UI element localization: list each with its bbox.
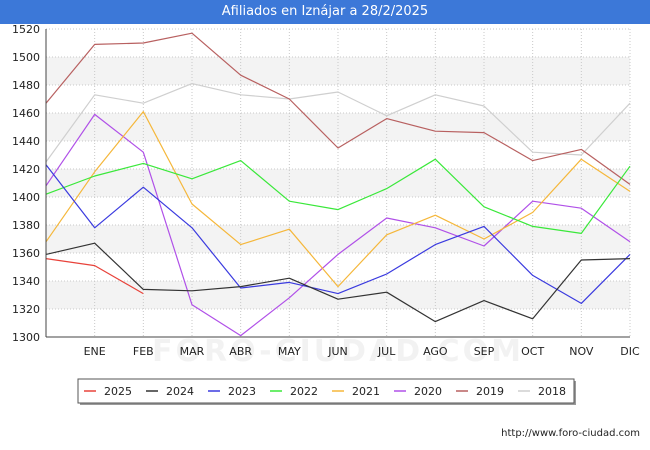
x-tick-label: MAR [180, 345, 205, 358]
legend-box [77, 378, 575, 404]
chart-title: Afiliados en Iznájar a 28/2/2025 [0, 0, 650, 24]
watermark-text: FORO-CIUDAD.COM [152, 334, 524, 369]
series-line-2022 [45, 158, 631, 234]
y-tick-label: 1360 [12, 247, 40, 260]
plot-band [46, 113, 630, 141]
legend-label-2018: 2018 [538, 385, 566, 398]
x-tick-label: JUN [327, 345, 348, 358]
y-tick-label: 1480 [12, 79, 40, 92]
y-tick-label: 1500 [12, 51, 40, 64]
series-line-2020 [45, 113, 631, 337]
y-tick-label: 1440 [12, 135, 40, 148]
series-lines [45, 32, 631, 337]
legend-label-2024: 2024 [166, 385, 194, 398]
axes: 1300 1320 1340 1360 1380 1400 1420 1440 1460 1480… [12, 23, 640, 358]
x-tick-label: AGO [423, 345, 448, 358]
y-tick-label: 1520 [12, 23, 40, 36]
x-tick-label: FEB [133, 345, 154, 358]
source-url: http://www.foro-ciudad.com [501, 428, 640, 439]
y-tick-label: 1300 [12, 331, 40, 344]
plot-band [46, 281, 630, 309]
legend-label-2025: 2025 [104, 385, 132, 398]
x-tick-label: ABR [229, 345, 252, 358]
legend-label-2021: 2021 [352, 385, 380, 398]
y-tick-label: 1380 [12, 219, 40, 232]
x-tick-label: JUL [377, 345, 396, 358]
legend-label-2023: 2023 [228, 385, 256, 398]
series-line-2023 [45, 164, 631, 304]
legend-label-2020: 2020 [414, 385, 442, 398]
series-line-2019 [45, 32, 631, 185]
x-tick-label: NOV [569, 345, 594, 358]
legend-label-2022: 2022 [290, 385, 318, 398]
legend: 2025 2024 2023 2022 2021 2020 2019 2018 [77, 378, 576, 405]
x-tick-label: ENE [84, 345, 106, 358]
y-tick-label: 1400 [12, 191, 40, 204]
x-tick-label: MAY [278, 345, 301, 358]
series-line-2021 [45, 110, 631, 288]
y-tick-label: 1460 [12, 107, 40, 120]
x-tick-label: DIC [620, 345, 640, 358]
y-tick-label: 1320 [12, 303, 40, 316]
watermark: FORO-CIUDAD.COM [152, 334, 524, 369]
x-tick-label: SEP [474, 345, 495, 358]
y-tick-label: 1420 [12, 163, 40, 176]
series-line-2025 [45, 258, 144, 295]
y-tick-label: 1340 [12, 275, 40, 288]
x-tick-label: OCT [521, 345, 544, 358]
series-line-2024 [45, 242, 631, 323]
legend-label-2019: 2019 [476, 385, 504, 398]
series-line-2018 [45, 82, 631, 163]
